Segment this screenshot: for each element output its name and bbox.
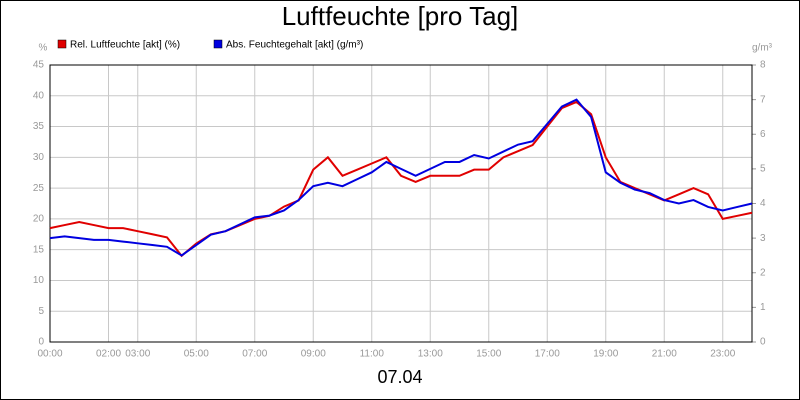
y2-tick-label: 5 (760, 164, 766, 175)
y2-tick-label: 3 (760, 233, 766, 244)
y2-tick-label: 8 (760, 60, 766, 71)
chart-title: Luftfeuchte [pro Tag] (282, 1, 519, 31)
x-tick-label: 02:00 (96, 349, 121, 360)
legend-swatch (213, 39, 223, 49)
x-tick-label: 03:00 (125, 349, 150, 360)
y2-tick-label: 7 (760, 94, 766, 105)
y2-axis-label: g/m³ (752, 43, 773, 54)
y2-tick-label: 0 (760, 337, 766, 348)
y-tick-label: 35 (33, 121, 45, 132)
legend-swatch (57, 39, 67, 49)
x-tick-label: 13:00 (418, 349, 443, 360)
x-tick-label: 23:00 (710, 349, 735, 360)
y-tick-label: 5 (38, 306, 44, 317)
y-tick-label: 45 (33, 60, 45, 71)
plot-area (50, 65, 752, 342)
x-tick-label: 05:00 (184, 349, 209, 360)
y-tick-label: 10 (33, 275, 45, 286)
x-tick-label: 17:00 (535, 349, 560, 360)
y-tick-label: 25 (33, 183, 45, 194)
y-tick-label: 30 (33, 152, 45, 163)
legend-label: Rel. Luftfeuchte [akt] (%) (70, 40, 180, 51)
x-tick-label: 21:00 (652, 349, 677, 360)
y2-tick-label: 2 (760, 267, 766, 278)
series-line (49, 98, 753, 257)
series-line (49, 100, 753, 258)
x-tick-label: 15:00 (476, 349, 501, 360)
y-tick-label: 0 (38, 337, 44, 348)
y-tick-label: 20 (33, 214, 45, 225)
y-tick-label: 15 (33, 244, 45, 255)
y2-tick-label: 6 (760, 129, 766, 140)
x-axis-label: 07.04 (377, 367, 422, 387)
y-tick-label: 40 (33, 90, 45, 101)
x-tick-label: 00:00 (37, 349, 62, 360)
x-tick-label: 07:00 (242, 349, 267, 360)
y-axis-label: % (39, 43, 48, 54)
x-tick-label: 11:00 (360, 349, 385, 360)
legend-label: Abs. Feuchtegehalt [akt] (g/m³) (226, 40, 363, 51)
x-tick-label: 09:00 (301, 349, 326, 360)
y2-tick-label: 4 (760, 198, 766, 209)
x-tick-label: 19:00 (593, 349, 618, 360)
y2-tick-label: 1 (760, 302, 766, 313)
